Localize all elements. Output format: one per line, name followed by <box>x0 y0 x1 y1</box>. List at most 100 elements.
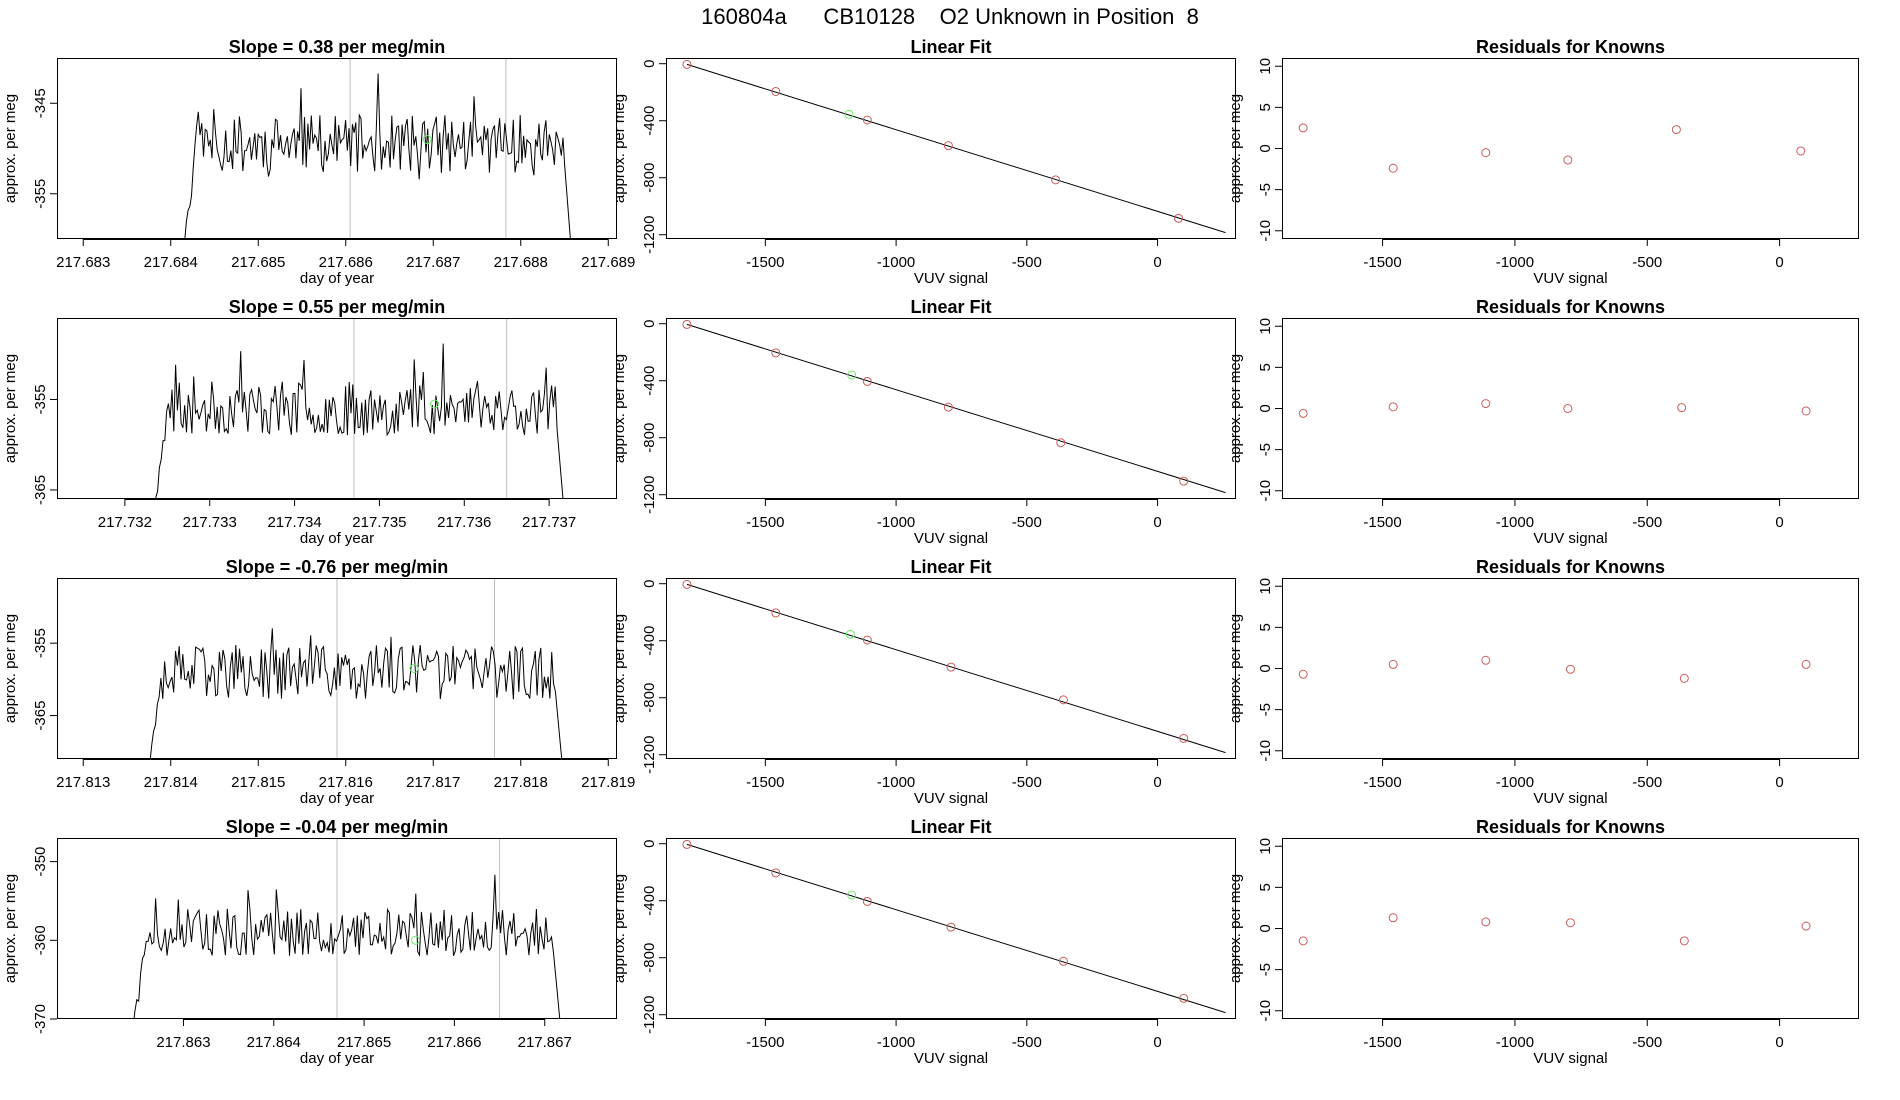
known-point <box>1679 936 1689 946</box>
x-tick-label: 217.863 <box>156 1034 210 1051</box>
known-point <box>682 319 692 329</box>
known-point <box>862 376 872 386</box>
y-tick-label: -5 <box>1257 963 1274 976</box>
fit-line <box>686 63 1226 234</box>
y-axis-label: approx. per meg <box>2 94 19 203</box>
x-tick-label: -1000 <box>1496 254 1534 271</box>
chart-panel-residuals-3: Residuals for Knowns -1500 -1000 -500 0 VUV s… <box>1227 557 1859 807</box>
unknown-point <box>847 890 857 900</box>
known-point <box>1179 993 1189 1003</box>
y-tick-label: 0 <box>641 840 658 848</box>
unknown-point <box>844 109 854 119</box>
known-point <box>1679 673 1689 683</box>
plot-frame <box>666 838 1236 1019</box>
known-point <box>943 141 953 151</box>
x-tick-label: 217.688 <box>494 254 548 271</box>
x-tick-label: -500 <box>1632 254 1662 271</box>
plot-area <box>682 839 1226 1014</box>
plot-frame <box>57 838 617 1019</box>
y-tick-label: -5 <box>1257 183 1274 196</box>
x-tick-label: -500 <box>1012 514 1042 531</box>
plot-area <box>155 318 564 499</box>
x-tick-label: -1500 <box>1363 774 1401 791</box>
plot-area <box>682 579 1226 754</box>
plot-area <box>682 319 1226 494</box>
x-tick-label: 0 <box>1153 514 1161 531</box>
data-series-line <box>133 874 561 1019</box>
known-point <box>862 115 872 125</box>
known-point <box>1179 733 1189 743</box>
x-tick-label: 217.684 <box>144 254 198 271</box>
chart-panel-timeseries-2: Slope = 0.55 per meg/min 217.732 217.733 21… <box>2 297 617 547</box>
x-axis-label: VUV signal <box>914 790 988 807</box>
x-tick-label: 217.819 <box>581 774 635 791</box>
x-tick-label: 0 <box>1153 1034 1161 1051</box>
y-tick-label: -1200 <box>641 996 658 1034</box>
chart-title: Slope = 0.38 per meg/min <box>229 37 446 57</box>
x-tick-label: 217.815 <box>231 774 285 791</box>
x-tick-label: 0 <box>1153 254 1161 271</box>
x-tick-label: -1500 <box>746 774 784 791</box>
y-tick-label: -10 <box>1257 220 1274 242</box>
known-point <box>862 896 872 906</box>
unknown-point <box>430 399 440 409</box>
panels: Slope = 0.38 per meg/min 217.683 217.684 21… <box>2 37 1859 1067</box>
known-point <box>1671 125 1681 135</box>
x-axis-label: VUV signal <box>1533 1050 1607 1067</box>
known-point <box>1388 659 1398 669</box>
x-axis-label: VUV signal <box>914 530 988 547</box>
x-tick-label: -1000 <box>1496 514 1534 531</box>
chart-title: Residuals for Knowns <box>1476 37 1665 57</box>
chart-panel-residuals-4: Residuals for Knowns -1500 -1000 -500 0 VUV s… <box>1227 817 1859 1067</box>
y-tick-label: -5 <box>1257 443 1274 456</box>
fit-line <box>686 323 1226 494</box>
x-axis-label: VUV signal <box>1533 530 1607 547</box>
x-tick-label: -500 <box>1012 254 1042 271</box>
y-tick-label: 0 <box>1257 144 1274 152</box>
known-point <box>1481 917 1491 927</box>
x-tick-label: -1500 <box>1363 1034 1401 1051</box>
chart-title: Linear Fit <box>910 297 991 317</box>
plot-frame <box>57 318 617 499</box>
x-axis-label: day of year <box>300 790 374 807</box>
known-point <box>1563 404 1573 413</box>
y-tick-label: -10 <box>1257 480 1274 502</box>
y-tick-label: 5 <box>1257 103 1274 111</box>
x-tick-label: 217.689 <box>581 254 635 271</box>
x-tick-label: 217.732 <box>98 514 152 531</box>
y-tick-label: -400 <box>641 106 658 136</box>
known-point <box>771 348 781 358</box>
y-tick-label: 0 <box>1257 924 1274 932</box>
x-tick-label: 217.867 <box>518 1034 572 1051</box>
known-point <box>1298 123 1308 133</box>
y-tick-label: -365 <box>32 701 49 731</box>
x-axis-label: VUV signal <box>914 1050 988 1067</box>
unknown-point <box>409 664 419 673</box>
plot-frame <box>1282 58 1859 239</box>
plot-frame <box>57 58 617 239</box>
x-tick-label: -1500 <box>746 254 784 271</box>
y-tick-label: 0 <box>641 580 658 588</box>
chart-title: Slope = -0.76 per meg/min <box>226 557 449 577</box>
known-point <box>1298 669 1308 679</box>
y-tick-label: -1200 <box>641 216 658 254</box>
data-series-line <box>155 343 564 499</box>
known-point <box>946 662 956 672</box>
y-axis-label: approx. per meg <box>2 874 19 983</box>
x-tick-label: 217.737 <box>522 514 576 531</box>
x-axis-label: VUV signal <box>914 270 988 287</box>
plot-frame <box>666 318 1236 499</box>
known-point <box>1058 956 1068 966</box>
y-tick-label: -345 <box>32 88 49 118</box>
known-point <box>1388 402 1398 412</box>
x-tick-label: 217.683 <box>56 254 110 271</box>
y-tick-label: -355 <box>32 384 49 414</box>
y-tick-label: -800 <box>641 683 658 713</box>
x-tick-label: 217.814 <box>144 774 198 791</box>
x-tick-label: 217.866 <box>427 1034 481 1051</box>
chart-panel-timeseries-3: Slope = -0.76 per meg/min 217.813 217.814 2… <box>2 557 635 807</box>
known-point <box>1801 921 1811 931</box>
x-tick-label: 0 <box>1775 514 1783 531</box>
chart-title: Slope = 0.55 per meg/min <box>229 297 446 317</box>
y-tick-label: -360 <box>32 925 49 955</box>
